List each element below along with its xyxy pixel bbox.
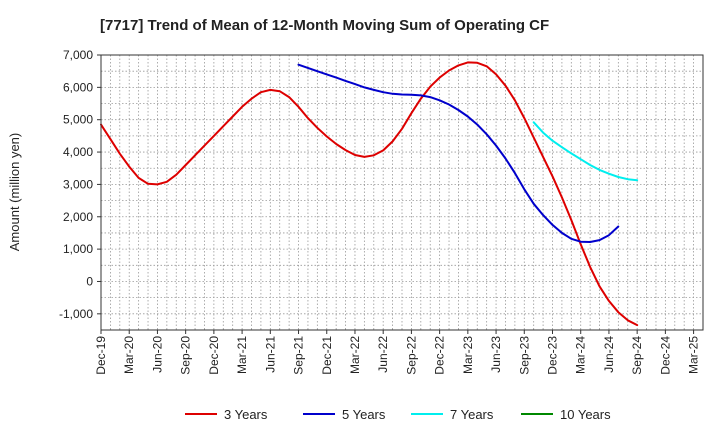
x-tick-label: Dec-21 (320, 336, 334, 375)
plot-area (100, 54, 704, 331)
legend-label: 3 Years (224, 407, 268, 422)
series-lines (100, 61, 639, 327)
y-tick-label: 7,000 (63, 48, 93, 62)
y-axis-label: Amount (million yen) (7, 133, 22, 252)
x-tick-label: Sep-20 (179, 336, 193, 375)
x-tick-label: Mar-24 (574, 336, 588, 374)
x-tick-label: Dec-23 (546, 336, 560, 375)
chart-title: [7717] Trend of Mean of 12-Month Moving … (100, 17, 549, 34)
y-tick-label: 3,000 (63, 177, 93, 191)
x-tick-label: Mar-22 (348, 336, 362, 374)
y-tick-label: 5,000 (63, 113, 93, 127)
x-tick-label: Dec-20 (207, 336, 221, 375)
x-tick-label: Jun-20 (150, 336, 164, 373)
x-tick-label: Sep-23 (517, 336, 531, 375)
x-tick-label: Jun-21 (263, 336, 277, 373)
x-tick-label: Mar-23 (461, 336, 475, 374)
legend-label: 10 Years (560, 407, 611, 422)
x-tick-label: Jun-24 (602, 336, 616, 373)
x-tick-label: Sep-24 (630, 336, 644, 375)
y-axis-ticks: -1,000 0 1,000 2,000 3,000 4,000 5,000 6,000 7,0… (59, 48, 101, 321)
y-tick-label: 2,000 (63, 210, 93, 224)
x-tick-label: Mar-25 (687, 336, 701, 374)
y-tick-label: 1,000 (63, 242, 93, 256)
legend-label: 7 Years (450, 407, 494, 422)
x-axis-ticks: Dec-19 Mar-20 Jun-20 Sep-20 Dec-20 Mar-21 Jun-… (94, 330, 701, 375)
x-tick-label: Jun-23 (489, 336, 503, 373)
legend: 3 Years 5 Years 7 Years 10 Years (185, 407, 611, 422)
y-tick-label: -1,000 (59, 307, 93, 321)
x-tick-label: Sep-21 (292, 336, 306, 375)
series-line-7-years (532, 121, 639, 182)
y-tick-label: 0 (86, 274, 93, 288)
legend-label: 5 Years (342, 407, 386, 422)
x-tick-label: Dec-19 (94, 336, 108, 375)
series-line-3-years (100, 61, 639, 327)
x-tick-label: Jun-22 (376, 336, 390, 373)
grid (101, 55, 703, 330)
x-tick-label: Dec-22 (433, 336, 447, 375)
x-tick-label: Mar-20 (122, 336, 136, 374)
x-tick-label: Sep-22 (404, 336, 418, 375)
y-tick-label: 4,000 (63, 145, 93, 159)
series-line-5-years (297, 63, 620, 243)
x-tick-label: Mar-21 (235, 336, 249, 374)
x-tick-label: Dec-24 (658, 336, 672, 375)
y-tick-label: 6,000 (63, 80, 93, 94)
